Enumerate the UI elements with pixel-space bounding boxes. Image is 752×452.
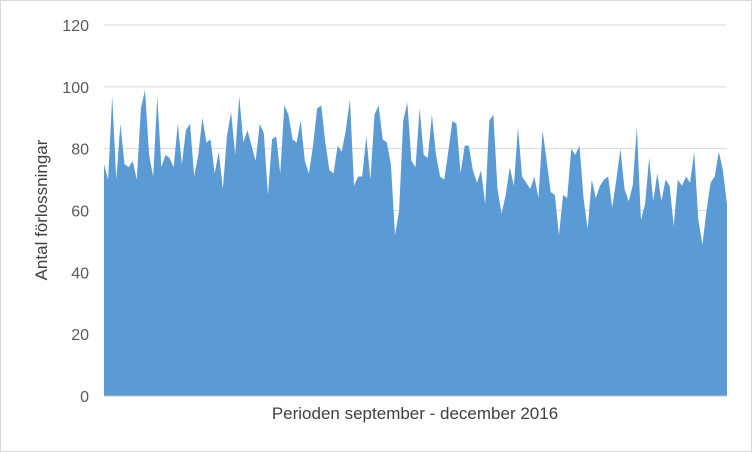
y-tick-label: 120 — [62, 18, 89, 35]
x-axis-title: Perioden september - december 2016 — [272, 404, 558, 423]
y-tick-label: 0 — [80, 389, 89, 406]
y-tick-label: 80 — [71, 142, 89, 159]
y-tick-label: 60 — [71, 204, 89, 221]
y-tick-label: 40 — [71, 265, 89, 282]
area-series — [104, 89, 727, 397]
y-tick-labels: 0 20 40 60 80 100 120 — [62, 18, 89, 406]
y-axis-title: Antal förlossningar — [32, 139, 51, 280]
y-tick-label: 20 — [71, 327, 89, 344]
y-tick-label: 100 — [62, 80, 89, 97]
